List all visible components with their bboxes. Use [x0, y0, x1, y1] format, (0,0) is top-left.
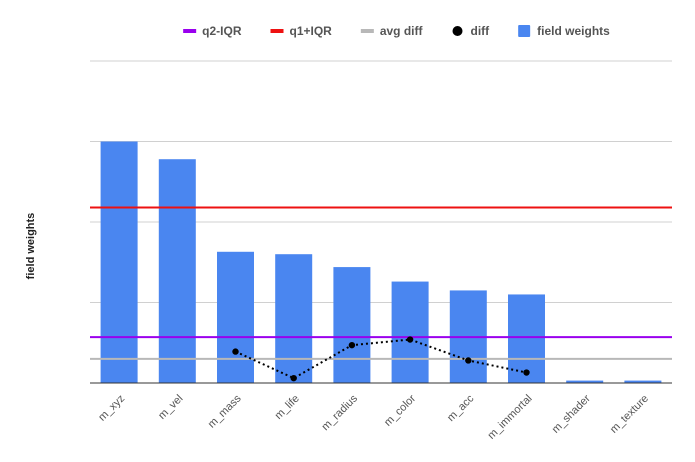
legend-swatch: [270, 29, 284, 33]
diff-point-m_immortal: [523, 369, 530, 376]
diff-point-m_life: [290, 374, 297, 382]
bars: [100, 141, 662, 383]
x-tick-m_xyz: m_xyz: [96, 393, 127, 424]
legend-item-avg-diff: avg diff: [360, 24, 424, 38]
legend-item-field-weights: field weights: [518, 24, 610, 38]
legend-label: avg diff: [380, 24, 424, 38]
legend-item-q1-iqr: q1+IQR: [270, 24, 332, 38]
legend-item-q2-iqr: q2-IQR: [183, 24, 242, 38]
reference-lines: [90, 206, 672, 360]
y-axis-title: field weights: [25, 213, 37, 280]
legend: q2-IQR q1+IQR avg diff diff field weights: [183, 24, 610, 38]
bar-m_life: [275, 254, 313, 383]
legend-label: q1+IQR: [289, 24, 332, 38]
diff-point-m_color: [406, 336, 414, 343]
diff-line: [235, 338, 527, 380]
x-tick-m_immortal: m_immortal: [486, 393, 535, 442]
bar-m_shader: [566, 380, 604, 383]
legend-swatch: [183, 29, 197, 33]
x-tick-labels: m_xyz m_vel m_mass m_life m_radius m_color m_a…: [96, 392, 651, 441]
bar-m_xyz: [100, 141, 138, 383]
legend-swatch: [360, 29, 374, 33]
diff-point-m_mass: [232, 348, 239, 355]
x-tick-m_life: m_life: [273, 393, 302, 422]
x-tick-m_mass: m_mass: [206, 392, 244, 430]
bar-m_immortal: [508, 294, 545, 383]
bar-m_vel: [158, 159, 196, 383]
legend-label: q2-IQR: [202, 24, 242, 38]
legend-swatch: [452, 26, 463, 36]
bar-m_radius: [333, 267, 371, 383]
x-tick-m_vel: m_vel: [156, 393, 185, 422]
x-tick-m_shader: m_shader: [550, 392, 593, 435]
legend-label: diff: [471, 24, 491, 38]
legend-swatch: [518, 25, 531, 37]
legend-item-diff: diff: [452, 24, 491, 38]
x-tick-m_acc: m_acc: [445, 392, 477, 424]
x-tick-m_radius: m_radius: [320, 392, 361, 433]
x-tick-m_texture: m_texture: [608, 393, 651, 436]
bar-m_mass: [217, 251, 254, 383]
diff-point-m_radius: [348, 341, 356, 349]
diff-point-m_acc: [465, 357, 472, 364]
bar-m_texture: [624, 380, 662, 383]
diff-series: [232, 336, 530, 382]
bar-m_color: [391, 281, 429, 383]
x-tick-m_color: m_color: [382, 392, 418, 428]
legend-label: field weights: [537, 24, 610, 38]
